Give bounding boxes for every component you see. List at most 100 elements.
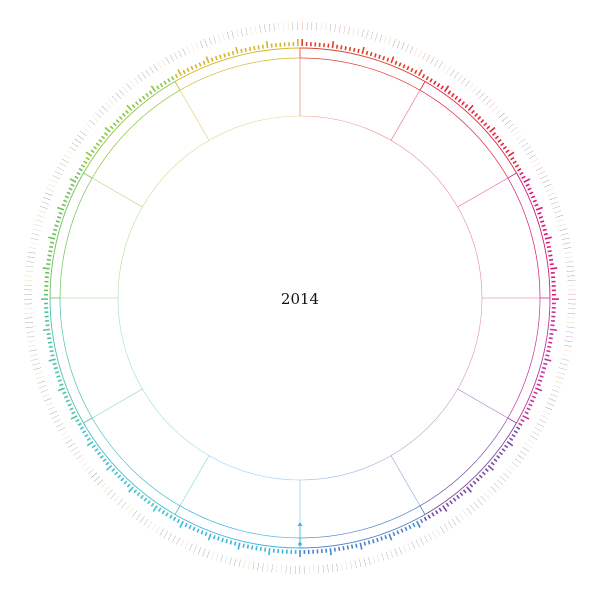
- day-tick: [484, 468, 489, 473]
- day-label-mark: –––––: [50, 178, 59, 185]
- day-tick: [518, 422, 523, 427]
- day-label-mark: –––––: [232, 557, 238, 566]
- day-tick: [259, 546, 262, 552]
- day-tick: [255, 546, 258, 551]
- day-label-mark: –––––: [71, 141, 80, 149]
- day-tick: [447, 90, 452, 95]
- day-label-mark: –––––: [378, 33, 384, 42]
- day-label-mark: –––––: [546, 401, 555, 408]
- day-label-mark: –––––: [24, 297, 32, 301]
- day-tick: [176, 518, 181, 524]
- ring-segment-inner: [208, 455, 301, 481]
- day-label-mark: –––––: [286, 22, 290, 31]
- day-tick: [194, 64, 198, 69]
- day-label-mark: –––––: [551, 388, 560, 395]
- day-label-mark: –––––: [564, 339, 573, 344]
- day-tick: [235, 46, 239, 55]
- day-tick: [434, 509, 439, 515]
- day-tick: [410, 67, 414, 73]
- day-label-mark: –––––: [509, 125, 518, 133]
- day-tick: [148, 90, 153, 95]
- day-label-mark: –––––: [439, 525, 447, 534]
- ring-segment-middle: [179, 57, 301, 91]
- day-tick: [535, 206, 543, 211]
- day-tick: [54, 224, 59, 228]
- day-label-mark: –––––: [258, 25, 263, 34]
- day-tick: [200, 530, 204, 535]
- day-tick: [388, 533, 393, 541]
- day-label-mark: –––––: [162, 530, 170, 539]
- day-label-mark: –––––: [481, 94, 490, 103]
- day-tick: [242, 543, 245, 548]
- day-tick: [86, 437, 91, 442]
- day-tick: [64, 195, 70, 199]
- day-label-mark: –––––: [493, 482, 502, 491]
- day-tick: [212, 534, 216, 540]
- day-label-mark: –––––: [505, 468, 514, 476]
- day-tick: [261, 44, 265, 49]
- day-label-mark: –––––: [164, 56, 172, 65]
- day-tick: [535, 387, 543, 392]
- ring-segment-outer: [424, 422, 517, 515]
- day-tick: [172, 516, 177, 522]
- day-tick: [97, 451, 102, 456]
- day-label-mark: –––––: [563, 245, 572, 250]
- today-marker[interactable]: [297, 522, 303, 546]
- day-label-mark: –––––: [36, 374, 45, 380]
- day-tick: [184, 522, 188, 528]
- day-label-mark: –––––: [556, 375, 565, 381]
- day-tick: [546, 245, 551, 249]
- day-label-mark: –––––: [260, 563, 265, 572]
- day-label-mark: –––––: [45, 400, 54, 407]
- ring-segment-middle: [91, 417, 181, 507]
- day-label-mark: –––––: [244, 27, 250, 36]
- day-label-mark: –––––: [43, 396, 52, 403]
- day-label-mark: –––––: [514, 457, 523, 465]
- day-tick: [500, 142, 505, 147]
- day-tick: [480, 119, 485, 124]
- day-tick: [517, 168, 522, 172]
- day-label-mark: –––––: [127, 506, 135, 515]
- triangle-marker-icon[interactable]: [297, 522, 303, 526]
- day-tick: [75, 418, 80, 423]
- ring-segment-inner: [390, 388, 458, 456]
- day-label-mark: –––––: [384, 551, 390, 560]
- day-tick: [346, 545, 349, 550]
- day-tick: [457, 98, 462, 103]
- day-label-mark: –––––: [319, 22, 324, 31]
- day-label-mark: –––––: [86, 467, 95, 475]
- day-label-mark: –––––: [296, 22, 300, 30]
- day-tick: [57, 206, 65, 211]
- day-label-mark: –––––: [353, 560, 359, 569]
- day-label-mark: –––––: [36, 213, 45, 219]
- day-tick: [179, 520, 184, 528]
- day-tick: [46, 332, 51, 336]
- day-label-mark: –––––: [241, 559, 247, 568]
- day-label-mark: –––––: [24, 288, 32, 292]
- day-tick: [219, 54, 222, 59]
- day-label-mark: –––––: [448, 68, 456, 77]
- day-tick: [408, 524, 412, 530]
- ring-segment-outer: [516, 172, 551, 299]
- day-tick: [104, 126, 111, 133]
- day-tick: [49, 241, 55, 244]
- day-label-mark: –––––: [201, 548, 208, 557]
- day-label-mark: –––––: [433, 58, 441, 67]
- day-label-mark: –––––: [177, 49, 184, 58]
- day-label-mark: –––––: [402, 544, 409, 553]
- day-label-mark: –––––: [116, 497, 125, 506]
- day-tick: [48, 358, 56, 362]
- ring-segment-middle: [507, 297, 541, 419]
- day-label-mark: –––––: [360, 29, 366, 38]
- day-label-mark: –––––: [26, 259, 35, 264]
- day-label-mark: –––––: [60, 429, 69, 437]
- day-label-mark: –––––: [187, 542, 194, 551]
- day-label-mark: –––––: [37, 379, 46, 385]
- day-tick: [71, 411, 76, 415]
- day-label-mark: –––––: [565, 259, 574, 264]
- day-label-mark: –––––: [564, 250, 573, 255]
- day-tick: [342, 546, 345, 551]
- day-label-mark: –––––: [312, 566, 316, 575]
- ring-segment-inner: [208, 115, 301, 141]
- day-label-mark: –––––: [99, 481, 108, 490]
